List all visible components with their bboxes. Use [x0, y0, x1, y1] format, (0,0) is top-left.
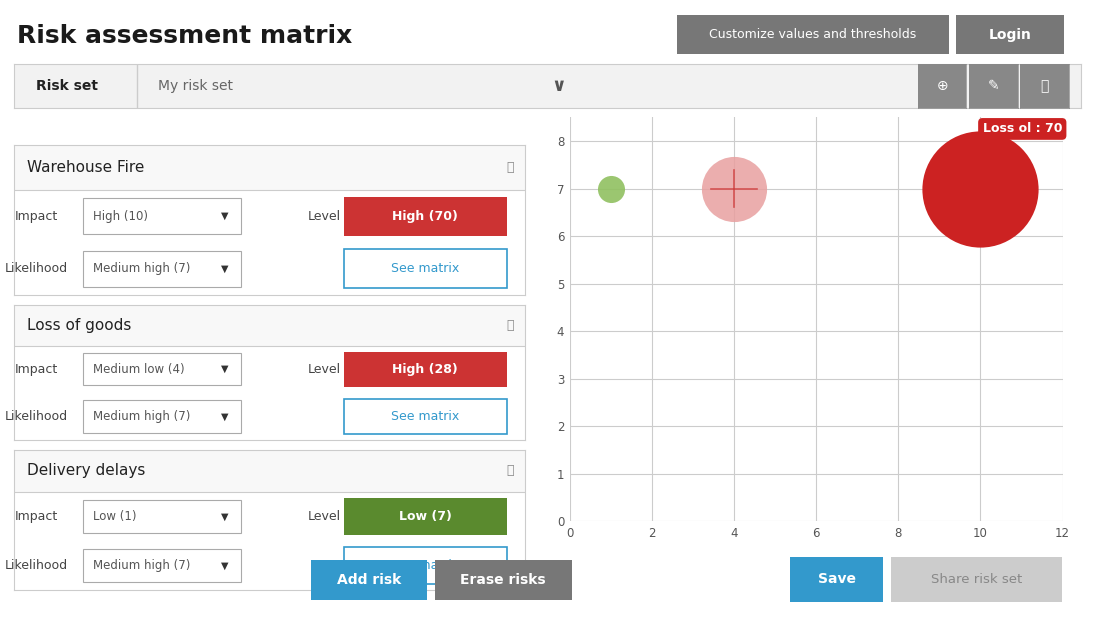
FancyBboxPatch shape [84, 400, 241, 433]
Text: Impact: Impact [14, 363, 57, 376]
Text: Erase risks: Erase risks [461, 573, 546, 587]
Point [971, 184, 989, 194]
Text: ▼: ▼ [221, 364, 229, 374]
Text: ✎: ✎ [988, 79, 999, 93]
Text: High (10): High (10) [94, 210, 148, 223]
Text: Medium high (7): Medium high (7) [94, 410, 190, 423]
Text: My risk set: My risk set [158, 79, 233, 93]
Text: Low (7): Low (7) [398, 510, 452, 523]
Text: Level: Level [308, 363, 341, 376]
Text: Warehouse Fire: Warehouse Fire [28, 160, 144, 175]
Text: 🗑: 🗑 [506, 161, 514, 174]
Text: 🗑: 🗑 [506, 319, 514, 332]
FancyBboxPatch shape [14, 145, 525, 190]
Text: ▼: ▼ [221, 412, 229, 421]
Text: Delivery delays: Delivery delays [28, 463, 145, 479]
Text: Medium high (7): Medium high (7) [94, 559, 190, 572]
Text: 🗑: 🗑 [1041, 79, 1049, 93]
Text: Add risk: Add risk [337, 573, 401, 587]
Text: Likelihood: Likelihood [4, 410, 68, 423]
Text: Login: Login [989, 28, 1031, 42]
Text: Impact: Impact [14, 510, 57, 523]
Text: Loss of goods: Loss of goods [28, 318, 131, 333]
Text: ∨: ∨ [551, 77, 565, 95]
FancyBboxPatch shape [343, 352, 507, 387]
Text: 🗑: 🗑 [506, 465, 514, 478]
Text: See matrix: See matrix [390, 559, 460, 572]
FancyBboxPatch shape [343, 499, 507, 535]
Text: High (70): High (70) [393, 210, 458, 223]
Text: ▼: ▼ [221, 263, 229, 274]
Text: Risk set: Risk set [35, 79, 98, 93]
Text: High (28): High (28) [393, 363, 458, 376]
Text: See matrix: See matrix [390, 410, 460, 423]
Text: Customize values and thresholds: Customize values and thresholds [710, 28, 916, 41]
FancyBboxPatch shape [14, 450, 525, 492]
FancyBboxPatch shape [84, 353, 241, 386]
Text: Medium high (7): Medium high (7) [94, 262, 190, 275]
Text: Low (1): Low (1) [94, 510, 136, 523]
FancyBboxPatch shape [84, 251, 241, 287]
FancyBboxPatch shape [14, 305, 525, 346]
Text: Likelihood: Likelihood [4, 559, 68, 572]
FancyBboxPatch shape [84, 549, 241, 582]
Text: Medium low (4): Medium low (4) [94, 363, 185, 376]
FancyBboxPatch shape [343, 249, 507, 288]
Text: Risk assessment matrix: Risk assessment matrix [18, 23, 352, 48]
FancyBboxPatch shape [84, 198, 241, 234]
Text: Loss ol : 70: Loss ol : 70 [982, 122, 1062, 136]
FancyBboxPatch shape [343, 399, 507, 434]
Text: Level: Level [308, 510, 341, 523]
Text: Level: Level [308, 210, 341, 223]
Point [725, 184, 742, 194]
FancyBboxPatch shape [84, 500, 241, 533]
Point [602, 184, 619, 194]
FancyBboxPatch shape [343, 197, 507, 236]
Text: ▼: ▼ [221, 560, 229, 571]
FancyBboxPatch shape [343, 547, 507, 584]
Text: Likelihood: Likelihood [4, 262, 68, 275]
Text: See matrix: See matrix [390, 262, 460, 275]
Text: Impact: Impact [14, 210, 57, 223]
Text: Save: Save [817, 573, 856, 586]
Text: ⊕: ⊕ [936, 79, 948, 93]
Text: ▼: ▼ [221, 511, 229, 521]
Text: Share risk set: Share risk set [931, 573, 1022, 586]
Text: ▼: ▼ [221, 211, 229, 222]
